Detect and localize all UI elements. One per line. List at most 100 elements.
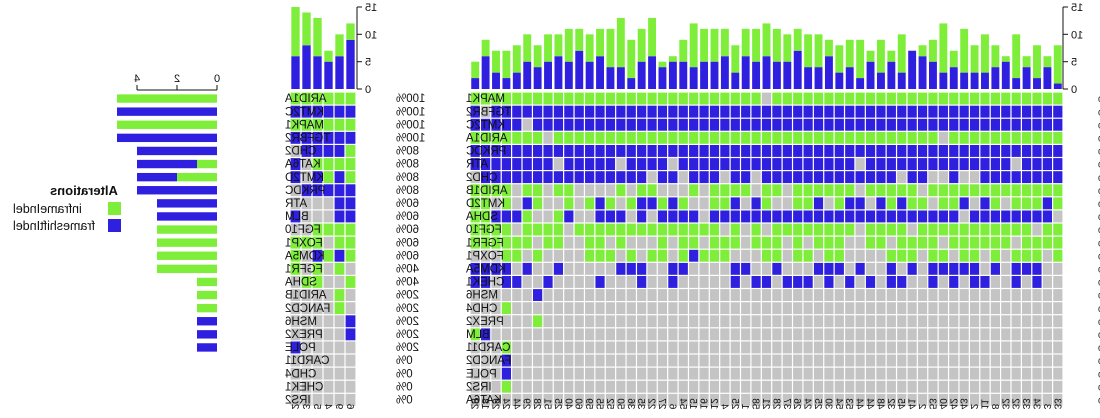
alteration-cell (501, 341, 512, 354)
alteration-cell (928, 92, 938, 105)
alteration-cell (782, 328, 792, 341)
alteration-cell (501, 393, 512, 406)
top-bar-frameshift (606, 67, 615, 89)
alteration-cell (637, 158, 647, 170)
alteration-cell (334, 315, 345, 328)
alteration-cell (657, 315, 668, 328)
alteration-cell (543, 302, 553, 315)
alteration-cell (845, 210, 855, 223)
alteration-cell (876, 158, 886, 170)
alteration-cell (761, 184, 772, 197)
alteration-cell (980, 380, 990, 393)
alteration-cell (626, 105, 636, 118)
alteration-cell (543, 92, 553, 105)
alteration-cell (928, 105, 938, 118)
alteration-cell (564, 171, 574, 184)
alteration-cell (709, 262, 720, 275)
alteration-cell (626, 118, 636, 131)
alteration-cell (730, 131, 740, 144)
alteration-cell (699, 341, 709, 354)
alteration-cell (1032, 249, 1042, 262)
top-bar-inframe (970, 45, 979, 73)
alteration-cell (845, 315, 855, 328)
alteration-cell (1032, 302, 1042, 315)
alteration-cell (501, 354, 512, 367)
alteration-cell (501, 210, 512, 223)
top-bar-inframe (991, 45, 1000, 68)
alteration-cell (969, 315, 980, 328)
alteration-cell (585, 131, 595, 144)
alteration-cell (761, 367, 772, 380)
alteration-cell (595, 197, 605, 210)
alteration-cell (1042, 145, 1052, 157)
alteration-cell (917, 131, 928, 144)
alteration-cell (969, 210, 980, 223)
alteration-cell (689, 236, 699, 249)
alteration-cell (782, 184, 792, 197)
alteration-cell (543, 171, 553, 184)
alteration-cell (845, 145, 855, 157)
alteration-cell (574, 118, 584, 131)
alteration-cell (897, 354, 907, 367)
alteration-cell (761, 197, 772, 210)
alteration-cell (543, 289, 553, 301)
alteration-cell (605, 171, 616, 184)
alteration-cell (855, 354, 865, 367)
alteration-cell (1032, 393, 1042, 406)
alteration-cell (585, 276, 595, 288)
alteration-cell (834, 315, 844, 328)
alteration-cell (595, 223, 605, 236)
alteration-cell (741, 315, 751, 328)
sample-label: 59 (583, 398, 594, 410)
alteration-cell (1001, 315, 1011, 328)
alteration-cell (813, 276, 824, 288)
alteration-cell (917, 315, 928, 328)
top-bar-inframe (585, 34, 594, 62)
alteration-cell (855, 262, 865, 275)
side-bar-frameshift (137, 172, 177, 182)
alteration-cell (751, 380, 761, 393)
alteration-cell (949, 105, 959, 118)
alteration-cell (751, 249, 761, 262)
alteration-cell (959, 145, 969, 157)
alteration-cell (345, 380, 356, 393)
gene-label: CHD4 (284, 368, 316, 380)
alteration-cell (605, 341, 616, 354)
alteration-cell (855, 289, 865, 301)
alteration-cell (312, 354, 323, 367)
alteration-cell (855, 210, 865, 223)
alteration-cell (323, 380, 334, 393)
top-bar-inframe (502, 50, 511, 79)
alteration-cell (595, 393, 605, 406)
alteration-cell (917, 236, 928, 249)
gene-label: TGFBR2 (285, 133, 330, 145)
alteration-cell (928, 223, 938, 236)
alteration-cell (470, 262, 480, 275)
alteration-cell (491, 236, 501, 249)
top-bar-frameshift (679, 61, 688, 89)
alteration-cell (470, 367, 480, 380)
sample-label: 41 (906, 398, 917, 410)
alteration-cell (481, 131, 491, 144)
alteration-cell (761, 158, 772, 170)
alteration-cell (512, 158, 522, 170)
alteration-cell (917, 262, 928, 275)
alteration-cell (803, 315, 813, 328)
alteration-cell (886, 145, 896, 157)
top-bar-inframe (481, 39, 490, 57)
alteration-cell (990, 184, 1000, 197)
alteration-cell (949, 341, 959, 354)
alteration-cell (1042, 92, 1052, 105)
alteration-cell (657, 131, 668, 144)
alteration-cell (564, 197, 574, 210)
gene-label: ARID1B (466, 185, 508, 197)
alteration-cell (512, 328, 522, 341)
alteration-cell (522, 131, 532, 144)
side-bar-frameshift (117, 107, 217, 116)
alteration-cell (865, 158, 876, 170)
alteration-cell (699, 262, 709, 275)
side-bar-frameshift (117, 133, 217, 143)
alteration-cell (990, 92, 1000, 105)
alteration-cell (772, 236, 782, 249)
alteration-cell (855, 328, 865, 341)
